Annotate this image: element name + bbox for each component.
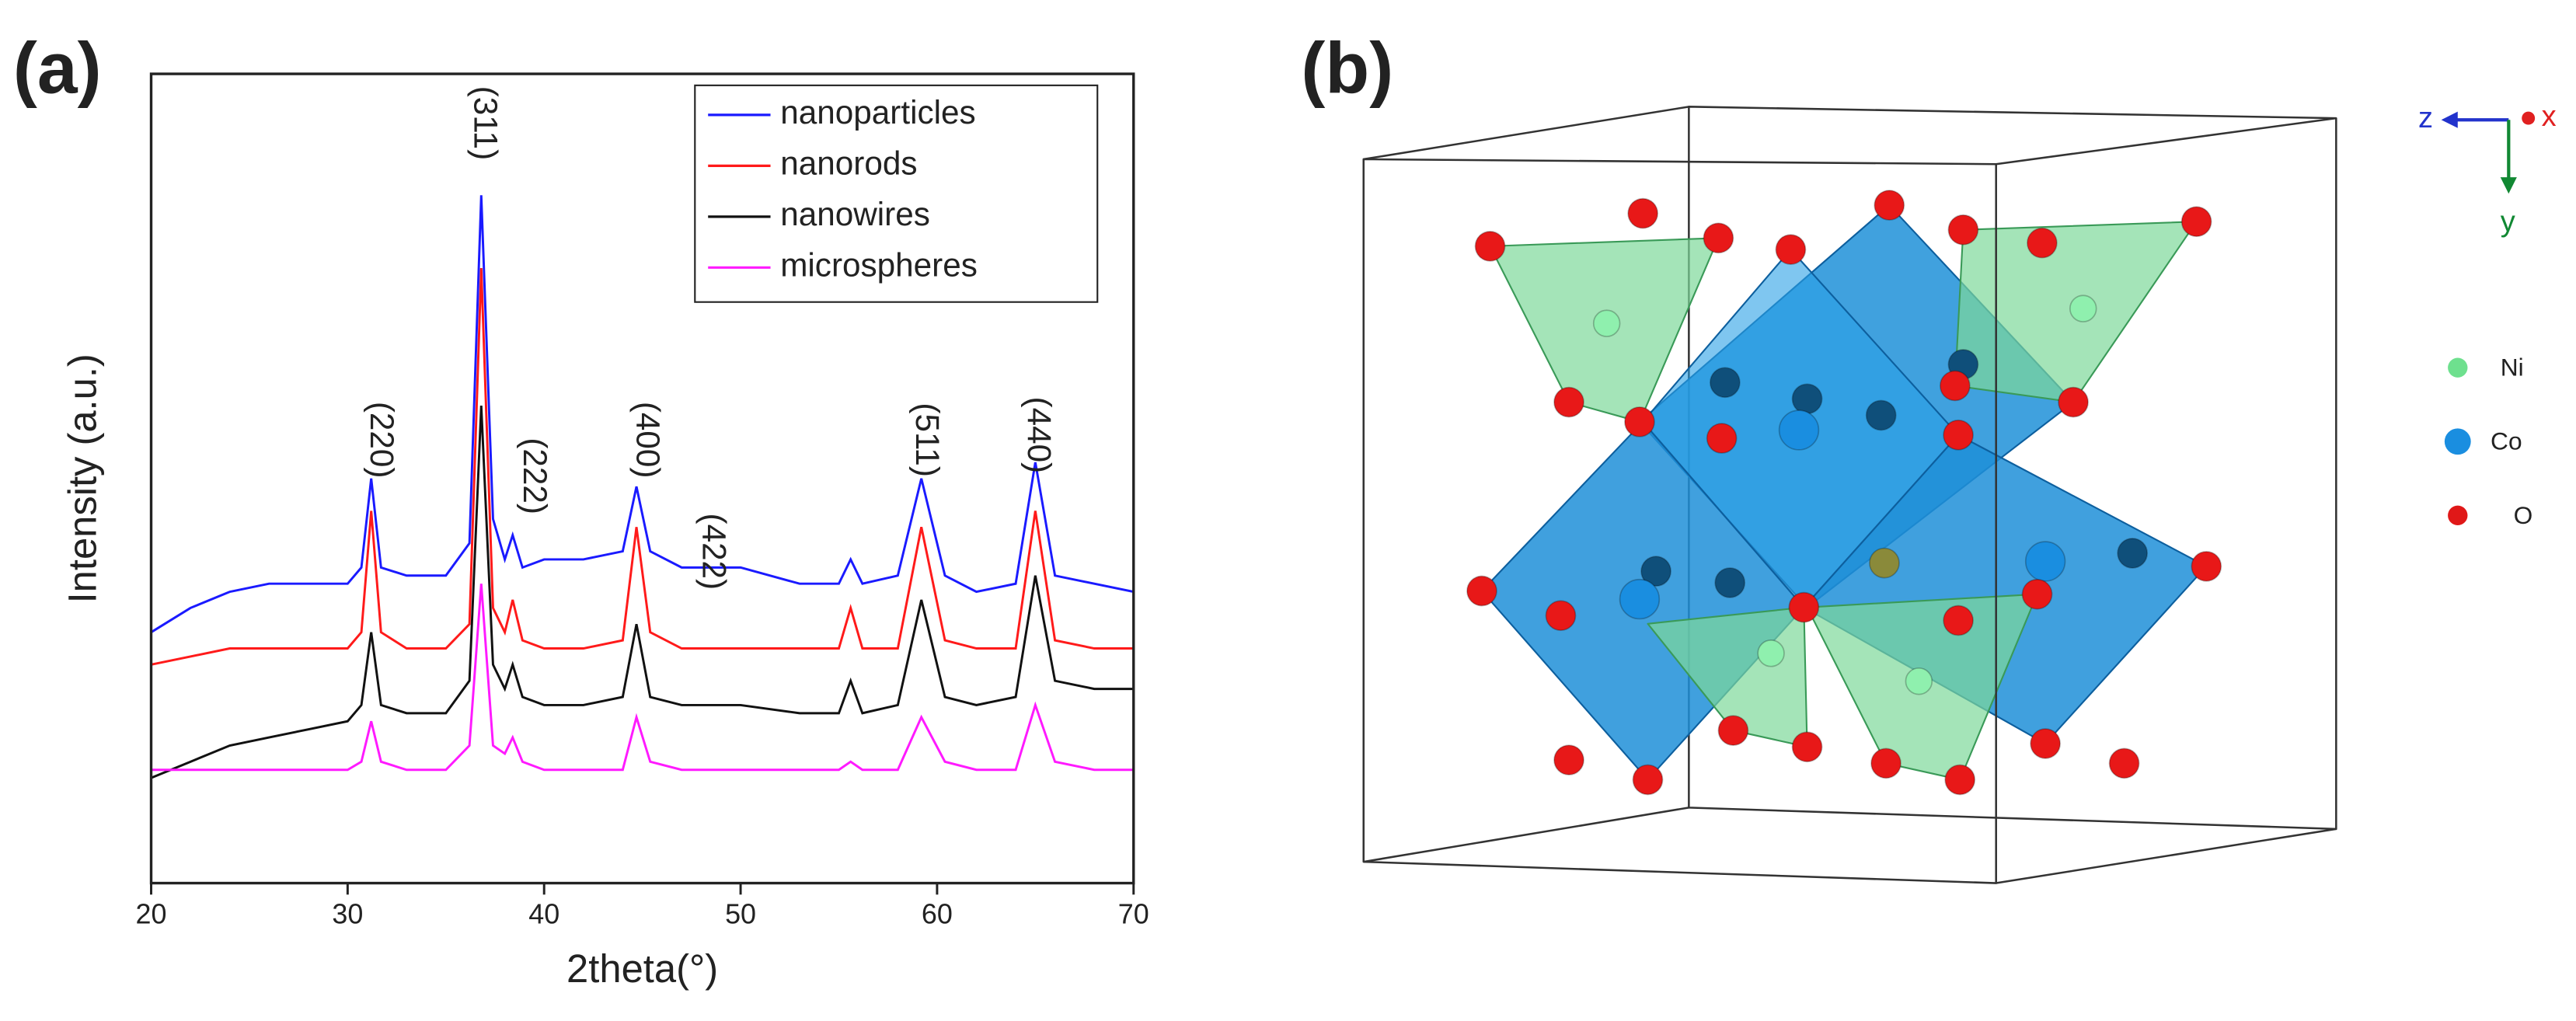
series-line — [151, 267, 1134, 666]
atom — [2069, 294, 2097, 322]
atom — [2117, 538, 2149, 569]
x-tick-label: 40 — [528, 897, 559, 929]
legend-atom — [2448, 505, 2468, 526]
atom — [1619, 578, 1661, 620]
x-tick-label: 60 — [922, 897, 953, 929]
atom — [1709, 367, 1741, 399]
peak-label: (440) — [1021, 397, 1058, 474]
x-tick-label: 20 — [136, 897, 167, 929]
atom — [1944, 764, 1976, 796]
atom — [2058, 386, 2089, 418]
peak-label: (220) — [364, 402, 400, 479]
atom — [2180, 206, 2212, 238]
atom — [2030, 728, 2061, 759]
atom — [1627, 197, 1659, 229]
x-tick-label: 50 — [725, 897, 756, 929]
peak-label: (400) — [630, 402, 667, 479]
series-line — [150, 406, 1134, 779]
plot-frame — [149, 72, 1135, 885]
atom — [1466, 575, 1497, 607]
atom — [1791, 383, 1823, 415]
atom — [1703, 222, 1734, 254]
axis-label: x — [2542, 100, 2557, 133]
legend-atom — [2444, 428, 2471, 455]
axis-triad — [2441, 111, 2536, 194]
atom — [1943, 419, 1974, 451]
atom — [1788, 591, 1820, 623]
series-line — [150, 195, 1135, 633]
x-tick-label: 30 — [332, 897, 363, 929]
x-axis-label: 2theta(°) — [566, 946, 718, 991]
legend-label: O — [2514, 501, 2533, 529]
atom — [1640, 556, 1671, 587]
legend-label: nanorods — [780, 145, 917, 182]
legend-label: Co — [2491, 427, 2522, 455]
legend-box — [694, 84, 1099, 303]
atom — [1624, 406, 1655, 437]
atom — [1791, 731, 1823, 763]
legend-atom — [2448, 357, 2468, 378]
atom — [1717, 715, 1749, 746]
atom — [2027, 227, 2058, 259]
series-line — [151, 584, 1134, 772]
legend-label: microspheres — [780, 247, 978, 284]
atom — [1757, 639, 1785, 667]
atom — [1775, 234, 1807, 265]
legend-label: nanowires — [780, 196, 930, 232]
legend-label: Ni — [2501, 354, 2524, 382]
atom — [1592, 309, 1621, 337]
peak-label: (511) — [909, 402, 946, 476]
panel-label: (a) — [13, 28, 102, 109]
atom — [2024, 541, 2066, 582]
xrd-plot: 20 30 40 50 60 70 2theta(°) Intensity (a.u.) (22… — [60, 72, 1149, 991]
atom — [1905, 667, 1933, 695]
atoms — [1466, 190, 2222, 796]
atom — [1874, 190, 1905, 221]
atom — [1553, 744, 1584, 775]
atom — [1869, 547, 1900, 579]
atom — [1553, 386, 1584, 418]
peak-label: (422) — [695, 514, 732, 591]
atom — [1939, 370, 1971, 402]
axis-label: z — [2418, 102, 2433, 134]
legend-label: nanoparticles — [780, 94, 975, 131]
y-axis-label: Intensity (a.u.) — [60, 354, 104, 603]
atom — [1474, 231, 1506, 262]
panel-label: (b) — [1301, 28, 1393, 109]
atom — [1778, 409, 1820, 451]
crystal-structure: z x y Ni Co O — [1362, 100, 2557, 884]
atom — [1632, 764, 1664, 796]
unit-cell-front — [1362, 158, 1997, 884]
atom — [1870, 747, 1901, 779]
atom — [1947, 214, 1979, 246]
x-tick-label: 70 — [1118, 897, 1149, 929]
peak-label: (222) — [517, 437, 553, 514]
atom — [1714, 567, 1746, 598]
atom — [2108, 747, 2140, 779]
atom — [2021, 578, 2053, 610]
atom — [1865, 399, 1897, 431]
peak-label: (311) — [467, 86, 504, 160]
axis-label: y — [2501, 205, 2515, 238]
atom — [2191, 550, 2222, 582]
atom — [1545, 600, 1577, 632]
atom — [1706, 423, 1738, 454]
atom — [1943, 605, 1974, 636]
